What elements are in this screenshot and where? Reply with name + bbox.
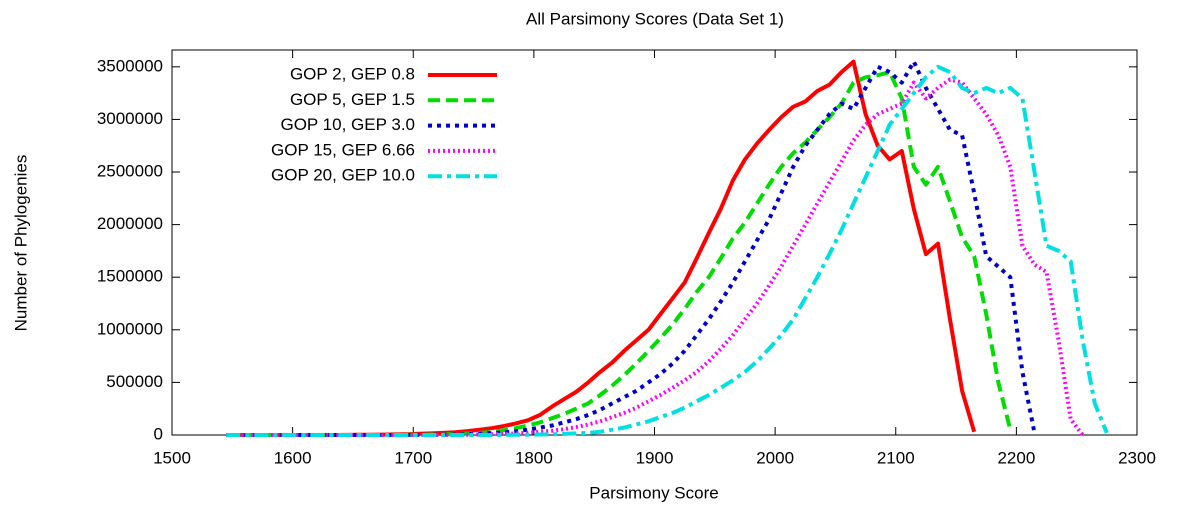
y-tick-label: 3500000 [97,56,163,75]
y-tick-label: 500000 [106,372,163,391]
x-axis-label: Parsimony Score [589,483,718,502]
x-tick-label: 2200 [997,448,1035,467]
y-tick-label: 1500000 [97,267,163,286]
chart-title: All Parsimony Scores (Data Set 1) [526,9,784,28]
x-tick-label: 1800 [515,448,553,467]
x-tick-label: 1900 [636,448,674,467]
legend-label: GOP 2, GEP 0.8 [290,64,415,83]
y-tick-label: 1000000 [97,319,163,338]
x-tick-label: 2100 [877,448,915,467]
x-tick-label: 2000 [756,448,794,467]
series-line [226,64,1109,437]
legend-label: GOP 10, GEP 3.0 [280,115,415,134]
y-axis-label: Number of Phylogenies [11,155,30,332]
legend-label: GOP 5, GEP 1.5 [290,90,415,109]
x-tick-label: 2300 [1118,448,1156,467]
x-tick-label: 1500 [153,448,191,467]
x-tick-label: 1700 [394,448,432,467]
legend-label: GOP 15, GEP 6.66 [271,140,415,159]
x-tick-label: 1600 [274,448,312,467]
y-tick-label: 0 [154,424,163,443]
y-tick-label: 2000000 [97,214,163,233]
legend-label: GOP 20, GEP 10.0 [271,166,415,185]
y-tick-label: 3000000 [97,109,163,128]
y-tick-label: 2500000 [97,162,163,181]
